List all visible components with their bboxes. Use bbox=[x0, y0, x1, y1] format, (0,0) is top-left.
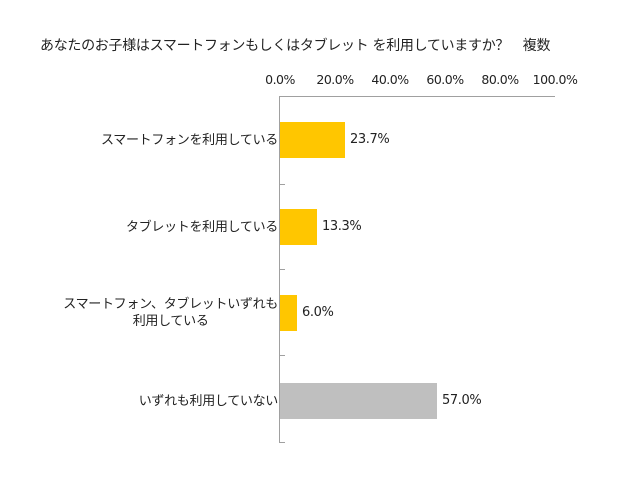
y-axis-tick bbox=[280, 442, 285, 443]
x-axis-line bbox=[280, 96, 555, 97]
bar bbox=[280, 383, 437, 419]
category-label: いずれも利用していない bbox=[138, 393, 279, 409]
bar-value-label: 57.0% bbox=[442, 393, 482, 408]
chart-title: あなたのお子様はスマートフォンもしくはタブレット を利用していますか？ 複数 bbox=[40, 38, 551, 54]
bar-value-label: 23.7% bbox=[350, 132, 390, 147]
y-axis-line bbox=[279, 96, 280, 443]
x-tick-label: 80.0% bbox=[481, 72, 519, 87]
y-axis-tick bbox=[280, 184, 285, 185]
bar bbox=[280, 122, 345, 158]
bar bbox=[280, 209, 317, 245]
category-label: タブレットを利用している bbox=[125, 219, 278, 235]
bar bbox=[280, 295, 297, 331]
y-axis-tick bbox=[280, 355, 285, 356]
x-tick-label: 60.0% bbox=[426, 72, 464, 87]
x-tick-label: 0.0% bbox=[265, 72, 295, 87]
x-tick-label: 100.0% bbox=[532, 72, 578, 87]
x-tick-label: 40.0% bbox=[371, 72, 409, 87]
y-axis-tick bbox=[280, 269, 285, 270]
bar-value-label: 6.0% bbox=[302, 305, 334, 320]
bar-value-label: 13.3% bbox=[322, 219, 362, 234]
category-label: スマートフォンを利用している bbox=[100, 132, 278, 148]
x-tick-label: 20.0% bbox=[316, 72, 354, 87]
category-label: スマートフォン、タブレットいずれも 利用している bbox=[63, 297, 278, 329]
